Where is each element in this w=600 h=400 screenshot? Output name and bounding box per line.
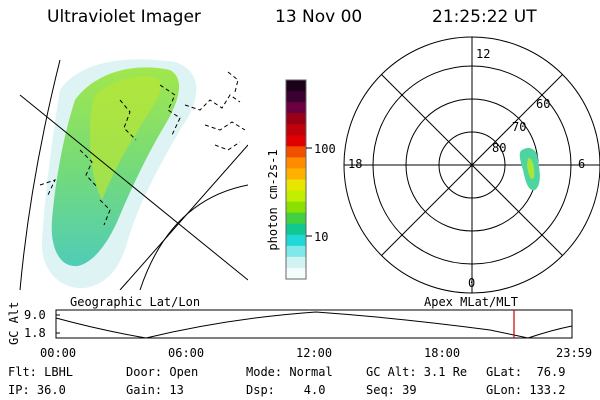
colorbar-segment [286,190,306,203]
filter-status: Flt: LBHL [8,365,74,379]
altitude-curve [55,311,573,339]
colorbar-unit-label: photon cm-2s-1 [266,149,280,250]
time-label: 21:25:22 UT [432,7,537,27]
seq-status: Seq: 39 [366,383,417,397]
time-tick: 06:00 [168,346,205,360]
ip-status: IP: 36.0 [8,383,66,397]
mlt-label-0: 0 [468,276,476,290]
mlat-ring-60 [372,65,572,265]
gain-status: Gain: 13 [126,383,184,397]
dsp-status: Dsp: 4.0 [246,383,326,397]
coastlines [39,71,246,226]
polar-plot [343,36,600,294]
geo-latitude-circle [139,184,248,290]
mlat-label-60: 60 [536,97,551,111]
colorbar-segment [286,234,306,247]
colorbar-segment [286,157,306,170]
aurora-core [90,76,161,200]
mode-status: Mode: Normal [246,365,333,379]
polar-panel-label: Apex MLat/MLT [424,295,518,309]
mlt-label-12: 12 [476,47,491,61]
colorbar-segment [286,223,306,236]
colorbar-frame [285,79,307,280]
colorbar-segment [286,91,306,103]
colorbar-segment [286,256,306,269]
altitude-ytick: 9.0 [24,308,46,322]
altitude-plot [55,309,573,339]
colorbar-segment [286,168,306,181]
colorbar-segment [286,267,306,280]
mlt-label-18: 18 [348,157,363,171]
date-label: 13 Nov 00 [275,7,363,27]
colorbar-segment [286,80,306,92]
colorbar-segment [286,179,306,192]
time-tick: 18:00 [424,346,461,360]
altitude-ytick: 1.8 [24,326,46,340]
colorbar-tick: 100 [314,142,336,156]
geo-meridian [19,94,248,281]
colorbar-segment [286,212,306,225]
gc-alt-status: GC Alt: 3.1 Re [366,365,468,379]
colorbar-segment [286,102,306,114]
colorbar-segment [286,113,306,125]
mlat-ring-80 [438,131,506,199]
time-tick: 00:00 [40,346,77,360]
altitude-ylabel: GC Alt [7,301,21,345]
glat-status: GLat: 76.9 [486,365,566,379]
geographic-map [19,59,248,290]
colorbar-segment [286,201,306,214]
door-status: Door: Open [126,365,199,379]
time-tick: 12:00 [296,346,333,360]
instrument-title: Ultraviolet Imager [47,7,201,27]
colorbar-segment [286,135,306,147]
geo-panel-label: Geographic Lat/Lon [70,295,201,309]
mlt-label-6: 6 [578,157,586,171]
colorbar-segment [286,146,306,158]
glon-status: GLon: 133.2 [486,383,566,397]
colorbar-segment [286,124,306,136]
colorbar [285,79,312,280]
time-tick: 23:59 [556,346,593,360]
geo-latitude-circle [19,59,61,290]
colorbar-segment [286,245,306,258]
mlat-label-70: 70 [512,120,527,134]
colorbar-tick: 10 [314,230,329,244]
mlat-label-80: 80 [492,141,507,155]
